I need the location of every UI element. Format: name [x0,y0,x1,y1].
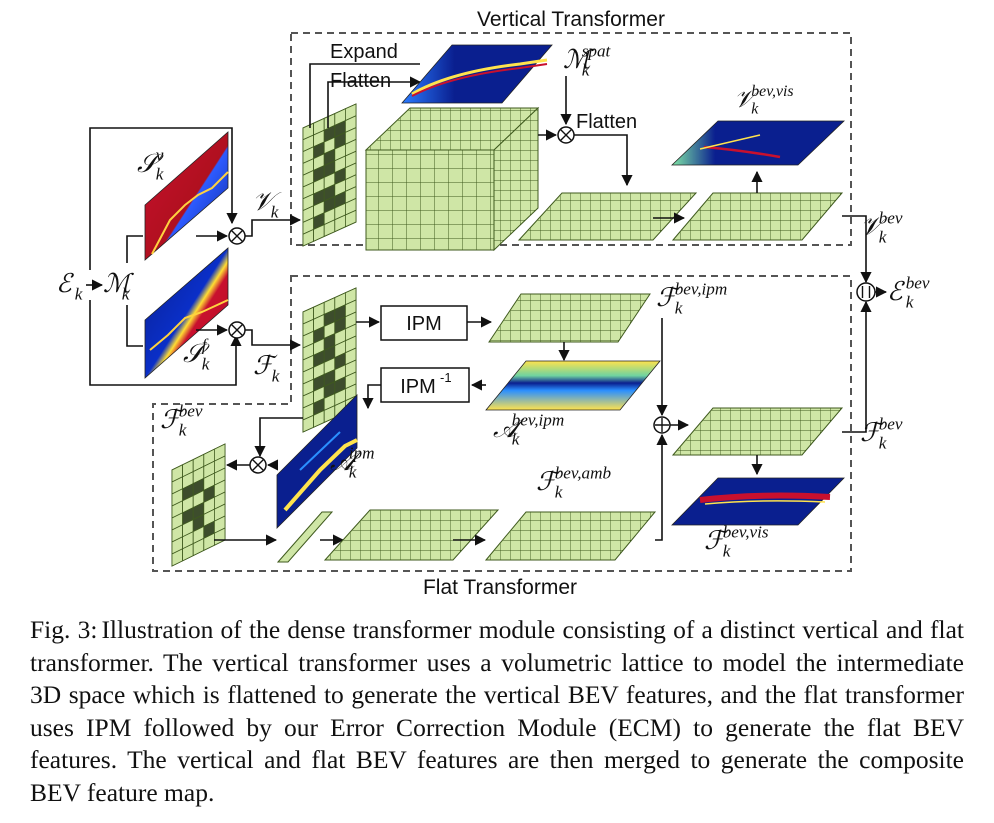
figure-caption: Fig. 3: Illustration of the dense transfo… [30,614,964,809]
ipm-inverse-label: IPM [400,376,436,398]
ecm-compressed-slab [276,511,334,563]
E_k-base: ℰ [56,269,74,298]
A_ipm-sup: ipm [349,443,375,462]
ipm-inverse-sup: -1 [440,370,452,385]
caption-label: Fig. 3: [30,615,98,644]
arrow-to-V_k [245,214,302,237]
S_v-sub: k [156,164,164,183]
vertical-transformer-title: Vertical Transformer [477,8,665,31]
symbol-V_k: 𝒱k [252,187,282,221]
arrow-F_bev-to-concat [842,300,872,433]
F_bev_ipm-grid [488,293,651,343]
M_spat-base: ℳ [563,45,594,74]
ipm-box [380,305,468,341]
F_k-sub: k [272,366,280,385]
F_bev_amb-sub: k [555,482,563,501]
flat-transformer-box [152,275,852,572]
caption-text: Illustration of the dense transformer mo… [30,615,964,807]
E_k-sub: k [75,284,83,303]
V_bev_vis-sup: bev,vis [751,83,793,100]
F_bev_ipm-sub: k [675,298,683,317]
bypass-line-bottom [89,300,242,386]
symbol-S_v: 𝒮vk [137,145,164,183]
flatten-mid-label: Flatten [576,111,637,133]
flat-semantic-boundary [149,299,229,351]
arrow-V_bev-to-concat [842,215,872,284]
F_bev_right-sub: k [879,433,887,452]
flat-transformer-title: Flat Transformer [423,576,577,599]
F_bev_amb-grid [484,511,657,561]
ecm-expanded-grid [323,509,500,561]
F_bev_left-sup: bev [179,401,203,420]
volumetric-lattice [364,106,540,252]
F_bev_amb-sup: bev,amb [555,463,612,482]
ipm-inverse-box [380,367,470,403]
vertical-transformer-box [290,32,852,246]
arrow-amb-to-sum [655,433,668,541]
S_f-sup: f [202,335,209,354]
arrow-mult-to-flat [574,134,633,187]
V_k-sub: k [271,202,279,221]
flat-semantic-map [144,247,229,379]
slab-cell [344,209,357,228]
symbol-F_k: ℱk [253,351,280,385]
A_bev_ipm-sup: bev,ipm [512,410,565,429]
E_bev-base: ℰ [887,277,905,306]
arrow-F_k-to-mult [254,417,303,458]
F_bev_vis-sup: bev,vis [723,522,769,541]
flatten-top-label: Flatten [330,70,391,92]
vertical-semantic-boundary [151,171,229,255]
F_bev_vis-sub: k [723,541,731,560]
expand-label: Expand [330,41,398,63]
F_k-feature-map [302,287,357,433]
arrow-ipm-inv-to-A_ipm [362,384,381,410]
V_k-feature-map [302,103,357,247]
F_bev_right-sup: bev [879,414,903,433]
E_bev-sup: bev [906,273,930,292]
S_v-sup: v [156,145,164,164]
A_bev_ipm-map [485,360,661,411]
ipm-label: IPM [406,313,442,335]
S_f-sub: k [202,354,210,373]
F_bev-left-feature-map [171,443,226,567]
V_bev-grid [671,192,844,241]
A_ipm-sub: k [349,462,357,481]
symbol-S_f: 𝒮fk [183,335,210,373]
vertical-flattened-grid [517,192,698,241]
E_bev-sub: k [906,292,914,311]
F_bev_left-sub: k [179,420,187,439]
expand-flatten-lines [309,63,420,128]
concat-node [856,282,876,302]
M_spat-sup: spat [582,41,612,60]
A_bev_ipm-sub: k [512,429,520,448]
M_k-sub: k [122,284,130,303]
M_k-base: ℳ [103,269,134,298]
V_bev_vis-sub: k [751,101,759,118]
M_spat-sub: k [582,60,590,79]
split-lines [126,235,143,347]
bypass-line [89,127,238,270]
F_bev_ipm-sup: bev,ipm [675,279,728,298]
V_bev_vis-map [671,120,845,166]
symbol-M_k: ℳk [103,269,134,303]
V_bev-sub: k [879,227,887,246]
arrow-to-F_k [245,329,302,351]
F_bev-right-grid [671,407,844,456]
V_bev-sup: bev [879,208,903,227]
